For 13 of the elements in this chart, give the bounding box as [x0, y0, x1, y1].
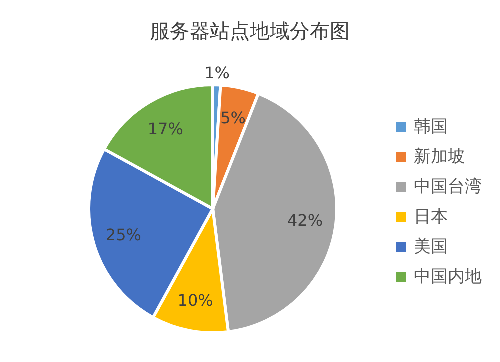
legend-label: 美国: [414, 236, 448, 259]
data-label: 10%: [178, 290, 214, 310]
legend-label: 中国内地: [414, 266, 482, 289]
legend-label: 中国台湾: [414, 176, 482, 199]
chart-title: 服务器站点地域分布图: [149, 18, 351, 45]
data-label: 1%: [204, 64, 230, 83]
legend-label: 日本: [414, 206, 448, 229]
data-label: 5%: [220, 108, 246, 128]
data-label: 25%: [106, 225, 142, 244]
data-label: 17%: [148, 119, 184, 138]
legend-label: 韩国: [414, 116, 448, 139]
legend-label: 新加坡: [414, 146, 465, 169]
data-label: 42%: [287, 211, 324, 230]
